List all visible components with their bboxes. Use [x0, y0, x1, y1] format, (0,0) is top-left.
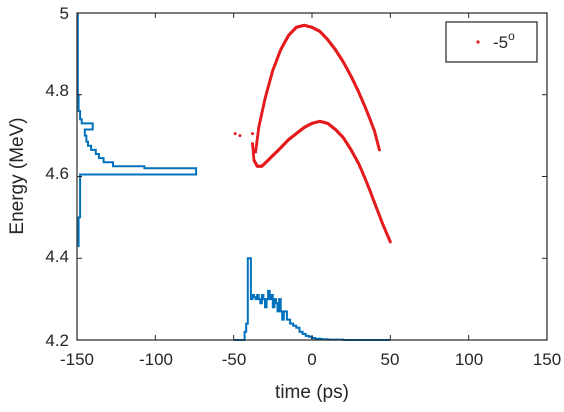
- x-tick-label: -150: [60, 350, 94, 369]
- legend-label-superscript: o: [508, 29, 515, 43]
- time-histogram-line: [233, 257, 391, 341]
- x-tick-label: -100: [139, 350, 173, 369]
- y-tick-label: 4.4: [45, 247, 69, 266]
- axes-box: [76, 12, 548, 341]
- y-tick-label: 5: [60, 4, 69, 23]
- y-tick-label: 4.6: [45, 164, 69, 183]
- plot-marks: [76, 13, 392, 341]
- scatter-point: [238, 134, 242, 138]
- legend-marker: [476, 40, 480, 44]
- y-axis-tick-labels: 4.2 4.4 4.6 4.8 5: [45, 4, 69, 350]
- y-axis-label: Energy (MeV): [7, 117, 28, 234]
- x-tick-label: 150: [533, 350, 561, 369]
- legend-label: -5o: [493, 29, 515, 52]
- y-tick-label: 4.8: [45, 81, 69, 100]
- legend-box: [445, 21, 538, 63]
- scatter-point: [377, 148, 381, 152]
- legend: -5o: [445, 21, 538, 63]
- x-tick-label: 100: [455, 350, 483, 369]
- x-axis-tick-labels: -150 -100 -50 0 50 100 150: [60, 350, 561, 369]
- legend-label-value: -5: [493, 33, 508, 52]
- scatter-point: [233, 132, 237, 136]
- x-tick-label: 50: [381, 350, 400, 369]
- x-axis-label: time (ps): [275, 382, 349, 403]
- y-tick-label: 4.2: [45, 331, 69, 350]
- x-tick-label: 0: [307, 350, 316, 369]
- scatter-point: [251, 132, 254, 136]
- energy-histogram-line: [76, 13, 198, 247]
- x-tick-label: -50: [222, 350, 247, 369]
- scatter-point: [388, 240, 392, 244]
